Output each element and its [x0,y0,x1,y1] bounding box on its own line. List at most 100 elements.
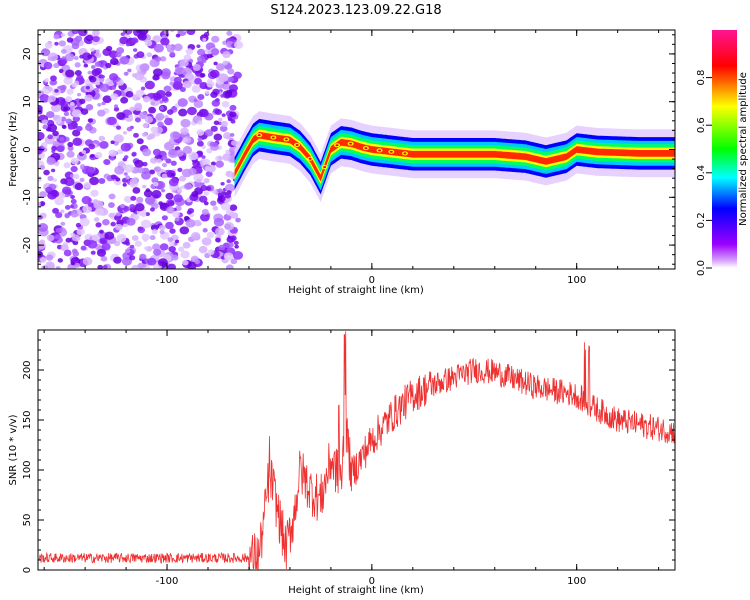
noise-blob [56,145,65,153]
noise-blob [89,176,100,186]
noise-blob [93,200,104,209]
noise-blob [197,137,203,142]
noise-blob [123,155,129,159]
noise-blob [60,116,67,122]
noise-blob [122,183,127,187]
noise-blob [58,40,66,47]
noise-blob [41,119,48,125]
noise-blob [88,143,96,150]
noise-blob [142,95,151,103]
noise-blob [163,85,172,93]
noise-blob [226,30,233,36]
noise-blob [87,54,93,59]
spectrogram-ytick-label: -20 [22,237,33,253]
noise-blob [227,76,234,83]
noise-blob [115,52,122,58]
noise-blob [76,74,84,81]
noise-blob [201,237,212,246]
noise-blob [179,58,189,67]
noise-blob [159,106,164,111]
noise-blob [79,98,86,105]
colorbar-label: Normalized spectral amplitude [738,72,749,226]
noise-blob [150,157,158,164]
noise-blob [153,181,159,187]
noise-blob [203,178,210,184]
noise-blob [156,89,166,99]
noise-blob [47,191,58,200]
noise-blob [43,61,53,70]
noise-blob [47,52,59,62]
noise-blob [212,142,219,148]
noise-blob [230,119,236,124]
noise-blob [54,234,61,240]
noise-blob [169,51,176,57]
noise-blob [124,164,135,173]
noise-blob [161,173,168,179]
colorbar: 0.0 0.2 0.4 0.6 0.8 Normalized spectral ampl… [696,30,749,276]
noise-blob [100,74,105,79]
noise-blob [131,151,137,157]
noise-blob [203,191,210,196]
noise-blob [218,117,223,122]
noise-blob [42,124,48,130]
noise-blob [47,86,53,92]
noise-blob [137,262,145,269]
noise-blob [67,145,74,151]
noise-blob [157,258,168,267]
noise-blob [202,37,207,42]
noise-blob [141,233,150,241]
noise-blob [165,221,174,230]
noise-blob [75,222,82,228]
noise-blob [85,166,96,175]
noise-blob [38,146,43,155]
noise-blob [210,48,220,56]
noise-blob [105,45,113,52]
noise-blob [59,137,65,142]
snr-frame [37,329,676,571]
noise-blob [207,50,212,55]
ridge-hotspot-core [349,142,353,145]
noise-blob [204,90,210,95]
noise-blob [124,248,131,254]
snr-ylabel: SNR (10 * v/v) [8,414,19,485]
noise-blob [175,149,184,157]
noise-blob [127,68,132,73]
noise-blob [211,189,217,194]
noise-blob [108,149,117,157]
noise-blob [63,162,71,169]
noise-blob [170,173,175,177]
noise-blob [197,93,205,101]
noise-blob [110,157,115,161]
noise-blob [171,254,179,261]
noise-blob [174,217,180,222]
noise-blob [91,234,100,241]
noise-blob [99,141,109,149]
noise-blob [108,212,115,218]
noise-blob [125,91,134,98]
noise-blob [179,226,190,235]
noise-blob [89,76,97,83]
noise-blob [215,155,223,162]
noise-blob [52,114,62,123]
noise-blob [113,134,124,143]
noise-blob [81,195,92,205]
noise-blob [177,188,183,193]
noise-blob [83,181,92,189]
noise-blob [165,192,174,200]
noise-blob [223,132,232,140]
noise-blob [230,235,237,241]
noise-blob [168,178,179,187]
noise-blob [80,166,85,170]
noise-blob [199,72,206,78]
noise-blob [129,106,136,112]
noise-blob [139,63,150,72]
noise-blob [116,125,122,130]
noise-blob [225,209,234,216]
noise-blob [145,212,150,217]
noise-blob [227,68,235,75]
noise-blob [152,248,162,256]
spectrogram-ylabel: Frequency (Hz) [8,111,19,187]
noise-blob [200,213,210,222]
spectrogram-xlabel: Height of straight line (km) [288,285,424,296]
